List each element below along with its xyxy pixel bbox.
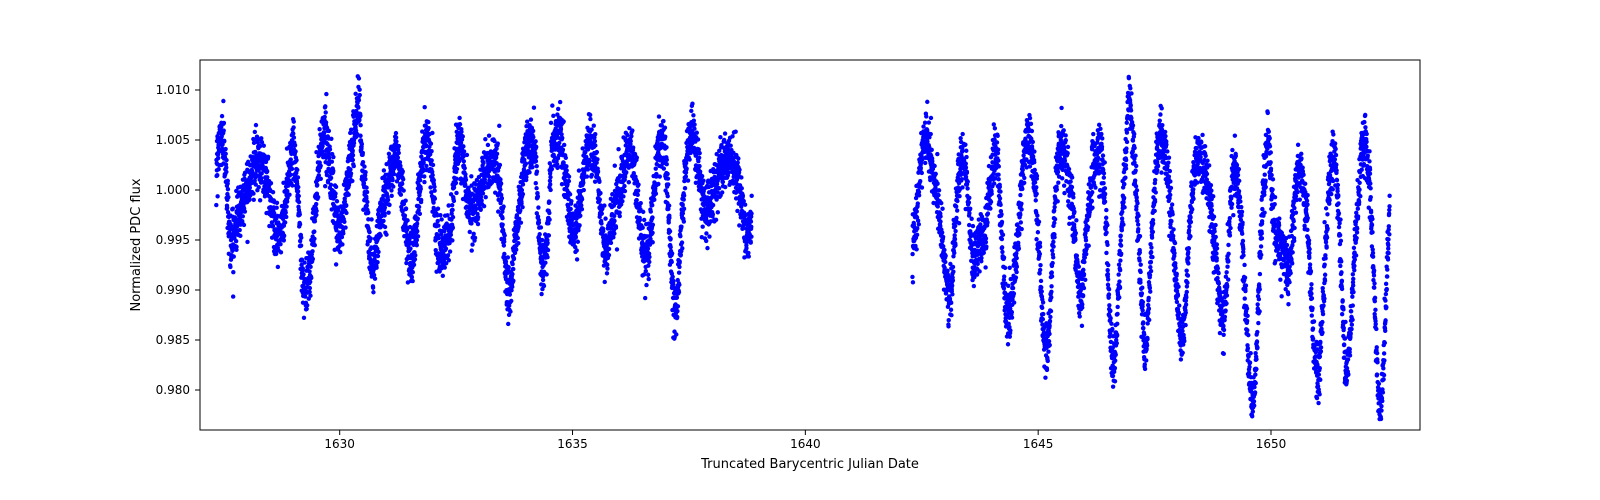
y-tick-label: 0.995 (156, 233, 190, 247)
x-axis-label: Truncated Barycentric Julian Date (700, 457, 919, 472)
y-tick-label: 0.990 (156, 283, 190, 297)
x-tick-label: 1630 (324, 437, 355, 451)
y-tick-label: 1.005 (156, 133, 190, 147)
y-tick-label: 1.000 (156, 183, 190, 197)
chart-svg: 1630 1635 1640 1645 1650 0.980 0.985 0.990 0.995… (0, 0, 1600, 500)
x-tick-label: 1635 (557, 437, 588, 451)
y-axis-label: Normalized PDC flux (129, 178, 144, 311)
x-tick-label: 1650 (1256, 437, 1287, 451)
lightcurve-chart: 1630 1635 1640 1645 1650 0.980 0.985 0.990 0.995… (0, 0, 1600, 500)
y-tick-label: 1.010 (156, 83, 190, 97)
x-tick-label: 1645 (1023, 437, 1054, 451)
y-tick-label: 0.985 (156, 333, 190, 347)
y-tick-label: 0.980 (156, 383, 190, 397)
x-tick-label: 1640 (790, 437, 821, 451)
